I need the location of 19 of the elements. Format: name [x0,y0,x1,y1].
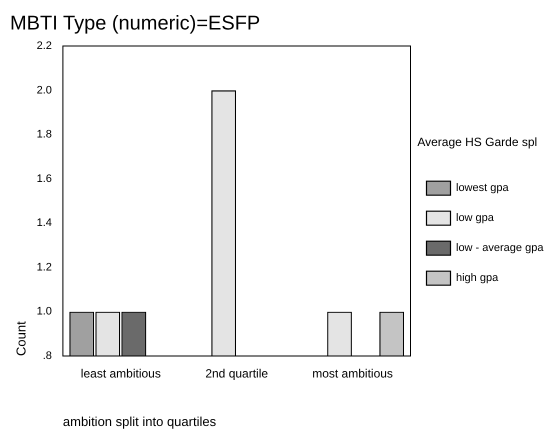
x-tick-label: 2nd quartile [205,366,268,381]
x-tick-label: most ambitious [312,366,393,381]
legend-label: low gpa [456,212,495,224]
legend-title: Average HS Garde spl [417,135,538,150]
y-tick-label: 1.6 [36,172,52,185]
y-axis-title: Count [13,320,28,356]
legend-label: high gpa [456,272,500,284]
y-tick-label: .8 [42,350,52,362]
chart-title: MBTI Type (numeric)=ESFP [10,12,260,35]
y-tick-label: 1.0 [36,306,52,318]
x-tick-label: least ambitious [80,366,161,381]
y-tick-label: 2.2 [36,40,52,52]
legend-label: lowest gpa [456,182,510,194]
y-tick-label: 1.8 [36,128,52,141]
y-tick-label: 2.0 [36,84,52,96]
y-tick-label: 1.4 [36,217,52,230]
y-tick-label: 1.2 [36,261,52,274]
x-axis-title: ambition split into quartiles [62,414,217,429]
legend-label: low - average gpa [456,242,544,254]
